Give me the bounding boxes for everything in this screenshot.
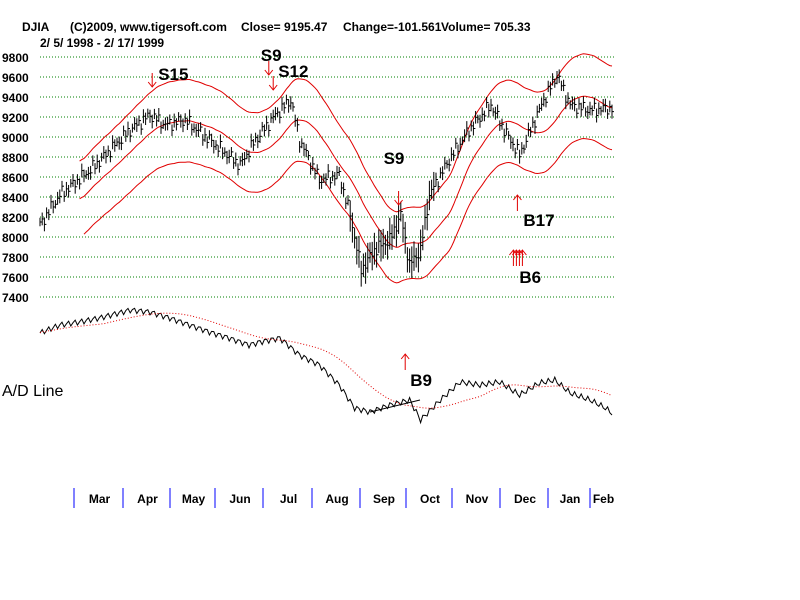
month-label: Jun: [229, 492, 250, 506]
y-tick-label: 7800: [2, 251, 29, 265]
y-tick-label: 7600: [2, 271, 29, 285]
price-bars: [39, 69, 614, 287]
y-tick-label: 8600: [2, 171, 29, 185]
month-label: May: [182, 492, 206, 506]
y-tick-label: 9400: [2, 91, 29, 105]
month-label: Mar: [89, 492, 111, 506]
ad-trendline: [369, 399, 421, 413]
arrow-head-icon: [264, 69, 274, 76]
y-axis-ticks: 9800 9600 9400 9200 9000 8800 8600 8400 8200 8000…: [2, 51, 29, 305]
month-label: Oct: [420, 492, 440, 506]
month-label: Jul: [280, 492, 297, 506]
signal-label: B9: [410, 371, 432, 390]
ad-line-label: A/D Line: [2, 383, 63, 400]
signal-label: S12: [278, 62, 308, 81]
arrow-head-icon: [518, 249, 527, 256]
change-value: Change=-101.561: [343, 20, 442, 34]
y-tick-label: 9200: [2, 111, 29, 125]
signal-label: S15: [158, 65, 188, 84]
ad-line-panel: B9: [39, 307, 613, 425]
chart-title: DJIA: [22, 20, 50, 34]
month-label: Sep: [373, 492, 395, 506]
close-value: Close= 9195.47: [241, 20, 328, 34]
ad-moving-average: [39, 312, 613, 409]
upper-band: [79, 53, 613, 213]
y-tick-label: 8400: [2, 191, 29, 205]
signal-s9: S9: [261, 46, 282, 76]
date-range: 2/ 5/ 1998 - 2/ 17/ 1999: [40, 36, 164, 50]
signal-s9: S9: [384, 149, 405, 206]
y-tick-label: 9600: [2, 71, 29, 85]
copyright: (C)2009, www.tigersoft.com: [70, 20, 227, 34]
signal-label: B17: [523, 211, 554, 230]
y-tick-label: 8200: [2, 211, 29, 225]
y-tick-label: 9800: [2, 51, 29, 65]
month-label: Apr: [137, 492, 158, 506]
month-label: Dec: [514, 492, 536, 506]
grid-lines: [40, 56, 615, 298]
y-tick-label: 8800: [2, 151, 29, 165]
month-axis: Mar Apr May Jun Jul Aug Sep Oct Nov Dec Jan Feb: [73, 488, 614, 508]
arrow-head-icon: [394, 199, 403, 206]
y-tick-label: 7400: [2, 291, 29, 305]
signal-label: B6: [519, 268, 541, 287]
arrow-head-icon: [400, 353, 410, 360]
arrow-head-icon: [513, 194, 522, 201]
signal-label: S9: [261, 46, 282, 65]
arrow-head-icon: [268, 84, 278, 91]
month-label: Jan: [560, 492, 581, 506]
arrow-head-icon: [147, 81, 157, 88]
signal-label: S9: [384, 149, 405, 168]
month-label: Feb: [593, 492, 614, 506]
bollinger-bands: [79, 53, 613, 284]
signal-s12: S12: [268, 62, 308, 91]
y-tick-label: 8000: [2, 231, 29, 245]
month-label: Aug: [325, 492, 348, 506]
signal-s15: S15: [147, 65, 188, 88]
y-tick-label: 9000: [2, 131, 29, 145]
lower-band: [83, 137, 613, 284]
ad-line: [39, 307, 613, 425]
volume-value: Volume= 705.33: [441, 20, 531, 34]
signal-b6: B6: [509, 249, 541, 287]
signal-b17: B17: [513, 194, 555, 230]
month-label: Nov: [466, 492, 489, 506]
